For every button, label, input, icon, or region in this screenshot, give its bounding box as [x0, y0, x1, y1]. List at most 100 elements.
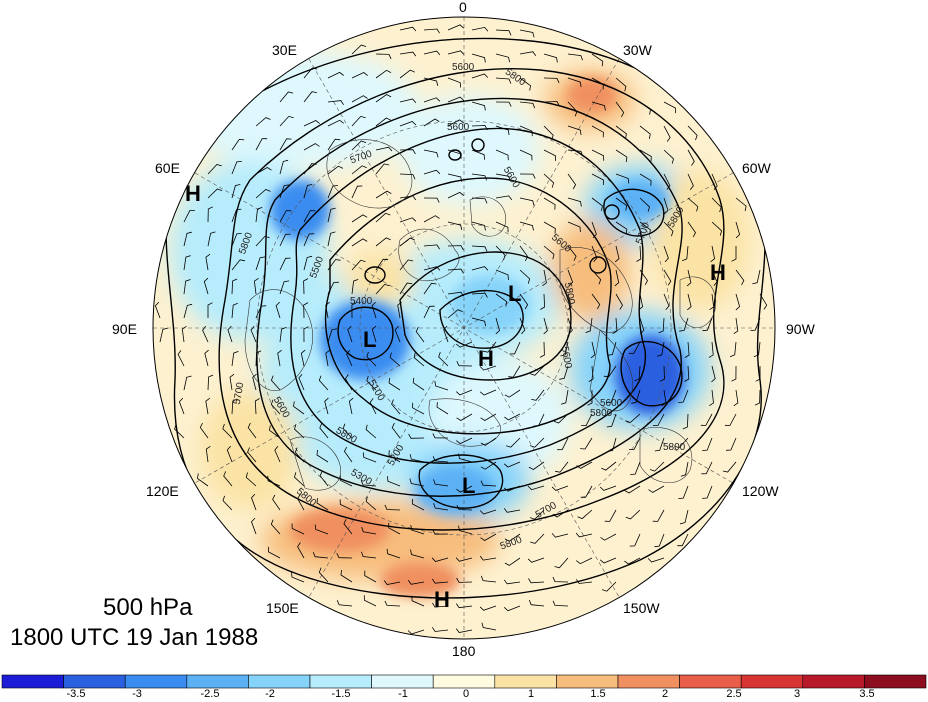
wind-barb	[365, 496, 377, 511]
wind-barb	[279, 327, 287, 343]
wind-barb	[174, 424, 185, 439]
contour-label: 5600	[447, 122, 470, 133]
wind-barb	[250, 325, 257, 343]
wind-barb	[231, 161, 242, 175]
wind-barb	[495, 149, 509, 161]
wind-barb	[639, 197, 650, 212]
wind-barb	[456, 504, 473, 511]
wind-barb	[606, 413, 617, 428]
wind-barb	[587, 390, 593, 406]
wind-barb	[351, 302, 357, 319]
wind-barb	[388, 450, 401, 463]
wind-barb	[303, 143, 320, 151]
wind-barb	[183, 255, 191, 271]
wind-barb	[279, 280, 290, 295]
colorbar-tick: 1	[527, 688, 535, 700]
wind-barb	[279, 257, 291, 271]
lon-label-150e: 150E	[266, 600, 299, 616]
wind-barb	[199, 422, 209, 439]
colorbar-tick: -3.5	[66, 688, 86, 700]
lon-label-60e: 60E	[155, 160, 180, 176]
wind-barb	[552, 576, 569, 583]
wind-barb	[687, 293, 692, 311]
wind-barb	[253, 277, 259, 295]
wind-barb	[447, 96, 465, 103]
wind-barbs	[154, 24, 768, 635]
wind-barb	[625, 509, 641, 520]
wind-barb	[567, 317, 573, 335]
wind-barb	[319, 471, 329, 487]
wind-barb	[291, 572, 305, 583]
colorbar-swatch	[248, 674, 311, 689]
wind-barb	[479, 605, 497, 611]
wind-barb	[458, 453, 473, 463]
wind-barb	[159, 327, 168, 343]
wind-barb	[649, 461, 665, 472]
wind-barb	[495, 29, 512, 36]
wind-barb	[552, 600, 569, 607]
colorbar-swatch	[494, 674, 557, 689]
wind-barb	[447, 221, 463, 230]
map-border	[152, 16, 776, 640]
wind-barb	[591, 149, 605, 161]
wind-barb	[543, 221, 556, 234]
wind-barb	[504, 557, 521, 566]
wind-barb	[318, 567, 329, 583]
colorbar-swatch	[740, 674, 804, 689]
wind-barb	[708, 341, 714, 358]
contour-label: 5600	[452, 62, 475, 73]
wind-barb	[648, 485, 665, 493]
wind-barb	[291, 523, 305, 535]
wind-barb	[656, 341, 665, 357]
wind-barb	[663, 221, 674, 237]
wind-barb	[631, 389, 641, 404]
wind-barb	[471, 221, 486, 231]
wind-barb	[711, 221, 723, 236]
wind-barb	[423, 244, 440, 250]
wind-barb	[647, 557, 665, 563]
wind-barb	[423, 266, 441, 271]
wind-barb	[495, 245, 506, 261]
wind-barb	[423, 149, 439, 158]
wind-barb	[519, 125, 533, 137]
wind-barb	[729, 341, 737, 358]
wind-barb	[479, 509, 497, 515]
wind-barb	[509, 341, 521, 355]
wind-barb	[543, 197, 556, 210]
wind-barb	[471, 53, 486, 63]
wind-barb	[591, 173, 604, 185]
colorbar-tick: 3	[793, 688, 801, 700]
wind-barb	[711, 197, 722, 213]
wind-barb	[495, 53, 510, 63]
wind-barb	[361, 551, 377, 559]
wind-barb	[207, 302, 213, 318]
wind-barb	[154, 301, 161, 319]
wind-barb	[183, 210, 195, 223]
wind-barb	[735, 197, 747, 212]
wind-barb	[528, 599, 545, 607]
wind-barb	[682, 245, 689, 262]
wind-barb	[447, 24, 465, 31]
wind-barb	[318, 375, 329, 391]
wind-barb	[366, 375, 377, 391]
wind-barb	[567, 125, 582, 136]
wind-barb	[731, 365, 737, 382]
wind-barb	[255, 138, 268, 151]
high-center-marker: H	[434, 587, 450, 612]
wind-barb	[591, 245, 598, 263]
wind-barb	[663, 101, 676, 114]
anomaly-shading	[153, 17, 775, 639]
high-center-marker: H	[710, 260, 726, 285]
wind-barb	[725, 437, 737, 451]
wind-barb	[351, 185, 363, 199]
wind-barb	[327, 71, 344, 79]
colorbar-tick: -3	[132, 688, 142, 700]
wind-barb	[327, 281, 339, 295]
wind-barb	[327, 328, 338, 343]
wind-barb	[351, 115, 366, 127]
wind-barb	[207, 188, 223, 199]
wind-barb	[447, 50, 465, 55]
wind-barb	[553, 413, 569, 424]
wind-barb	[659, 365, 665, 382]
wind-barb	[652, 509, 665, 522]
